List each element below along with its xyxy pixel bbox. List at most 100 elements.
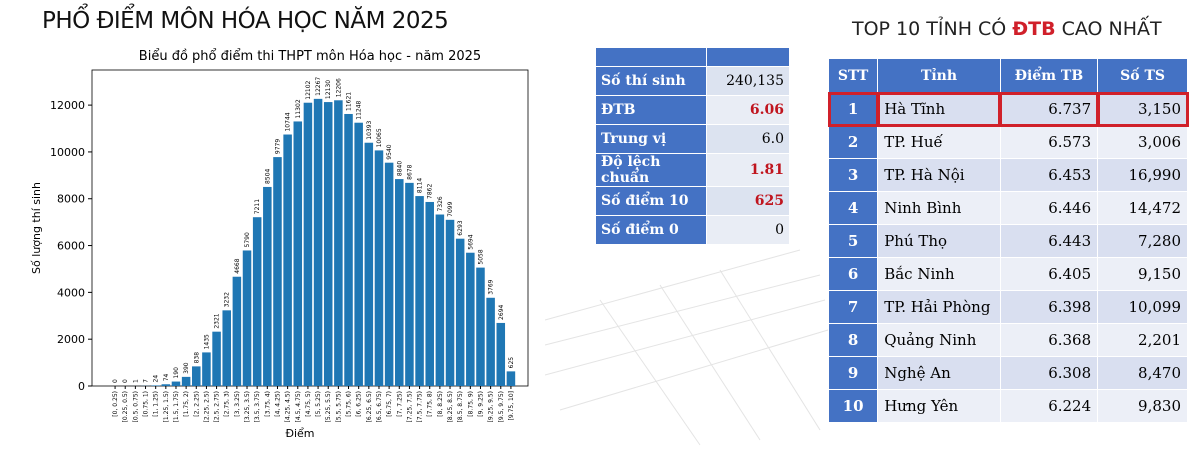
bar	[323, 102, 333, 386]
bar	[496, 322, 506, 386]
bar	[273, 157, 282, 386]
bar	[506, 371, 516, 386]
x-tick-label: [0.75, 1)	[143, 391, 150, 417]
stats-row: Trung vị 6.0	[595, 124, 790, 154]
value-label: 0	[122, 379, 129, 383]
x-tick-label: [7, 7.25)	[396, 391, 403, 417]
cell: 6.443	[999, 224, 1099, 258]
value-label: 10065	[376, 128, 383, 147]
x-tick-label: [7.5, 7.75)	[417, 391, 424, 422]
top-row: 4 Ninh Bình 6.446 14,472	[827, 191, 1188, 225]
bar	[374, 150, 384, 386]
cell: 6.398	[999, 290, 1099, 324]
value-label: 9540	[386, 144, 393, 159]
value-label: 5058	[477, 249, 484, 264]
x-tick-label: [1, 1.25)	[153, 391, 160, 417]
bar	[283, 134, 292, 386]
cell: 1	[827, 91, 879, 127]
cell: 6.453	[999, 158, 1099, 192]
header-cell	[706, 47, 790, 67]
chart-title: Biểu đồ phổ điểm thi THPT môn Hóa học - …	[139, 49, 481, 64]
stats-value: 6.0	[706, 124, 790, 154]
x-tick-label: [7.75, 8)	[427, 391, 434, 417]
cell: Hà Tĩnh	[876, 91, 1002, 127]
cell: TP. Hải Phòng	[877, 290, 1001, 324]
stats-label: Số điểm 0	[595, 215, 707, 245]
cell: 6	[827, 257, 879, 291]
cell: 8,470	[1097, 356, 1188, 390]
x-tick-label: [8.5, 8.75)	[457, 391, 464, 422]
value-label: 838	[193, 352, 200, 364]
x-tick-label: [4.25, 4.5)	[285, 391, 292, 422]
header-cell: Số TS	[1097, 58, 1188, 93]
x-tick-label: [8, 8.25)	[437, 391, 444, 417]
value-label: 625	[508, 357, 515, 369]
cell: 6.224	[999, 389, 1099, 423]
x-tick-label: [2.25, 2.5)	[203, 391, 210, 422]
x-axis-label: Điểm	[285, 427, 314, 440]
value-label: 8114	[417, 178, 424, 193]
title-part: TOP 10 TỈNH CÓ	[852, 18, 1007, 40]
bar	[354, 122, 363, 387]
y-tick-label: 4000	[57, 286, 85, 299]
cell: 10	[827, 389, 879, 423]
stats-label: Số điểm 10	[595, 186, 707, 216]
x-tick-label: [0.5, 0.75)	[132, 391, 139, 422]
y-axis-label: Số lượng thí sinh	[30, 182, 43, 274]
x-tick-label: [4.75, 5)	[305, 391, 312, 417]
value-label: 1	[132, 379, 139, 383]
x-tick-label: [3.75, 4)	[264, 391, 271, 417]
bar	[232, 276, 242, 386]
cell: 7,280	[1097, 224, 1188, 258]
bar	[425, 201, 434, 386]
bar	[263, 186, 272, 386]
stats-value: 240,135	[706, 66, 790, 96]
value-label: 7211	[254, 199, 261, 214]
value-label: 7	[143, 379, 150, 383]
stats-label: ĐTB	[595, 95, 707, 125]
top-header: STT Tỉnh Điểm TB Số TS	[827, 58, 1188, 93]
cell: Bắc Ninh	[877, 257, 1001, 291]
title-part: ĐTB	[1012, 18, 1056, 40]
bar	[364, 142, 374, 386]
stats-label: Số thí sinh	[595, 66, 707, 96]
bar	[202, 352, 211, 386]
cell: Nghệ An	[877, 356, 1001, 390]
cell: 9	[827, 356, 879, 390]
x-tick-label: [8.25, 8.5)	[447, 391, 454, 422]
stats-row: ĐTB 6.06	[595, 95, 790, 125]
stats-row: Độ lệch chuẩn 1.81	[595, 153, 790, 187]
bar	[151, 385, 160, 386]
cell: 9,830	[1097, 389, 1188, 423]
x-tick-label: [6.25, 6.5)	[366, 391, 373, 422]
bar	[313, 98, 323, 387]
cell: 3,150	[1096, 91, 1189, 127]
cell: 6.573	[999, 125, 1099, 159]
bar	[486, 297, 495, 386]
value-label: 6293	[457, 220, 464, 235]
value-label: 0	[112, 379, 119, 383]
bar	[445, 219, 455, 386]
value-label: 7862	[427, 184, 434, 199]
stats-value: 6.06	[706, 95, 790, 125]
bar	[466, 252, 475, 386]
cell: 8	[827, 323, 879, 357]
x-tick-label: [5.75, 6)	[346, 391, 353, 417]
bar	[415, 196, 424, 386]
header-cell: Tỉnh	[877, 58, 1001, 93]
x-tick-label: [1.25, 1.5)	[163, 391, 170, 422]
y-tick-label: 6000	[57, 240, 85, 253]
top-title: TOP 10 TỈNH CÓ ĐTB CAO NHẤT	[852, 18, 1168, 40]
value-label: 5694	[467, 234, 474, 249]
bar	[455, 238, 465, 386]
cell: Phú Thọ	[877, 224, 1001, 258]
bar	[171, 381, 181, 386]
bar	[242, 250, 252, 386]
cell: 6.368	[999, 323, 1099, 357]
cell: TP. Hà Nội	[877, 158, 1001, 192]
value-label: 11621	[346, 92, 353, 111]
x-tick-label: [9.75, 10]	[508, 391, 515, 421]
cell: 6.446	[999, 191, 1099, 225]
cell: 5	[827, 224, 879, 258]
